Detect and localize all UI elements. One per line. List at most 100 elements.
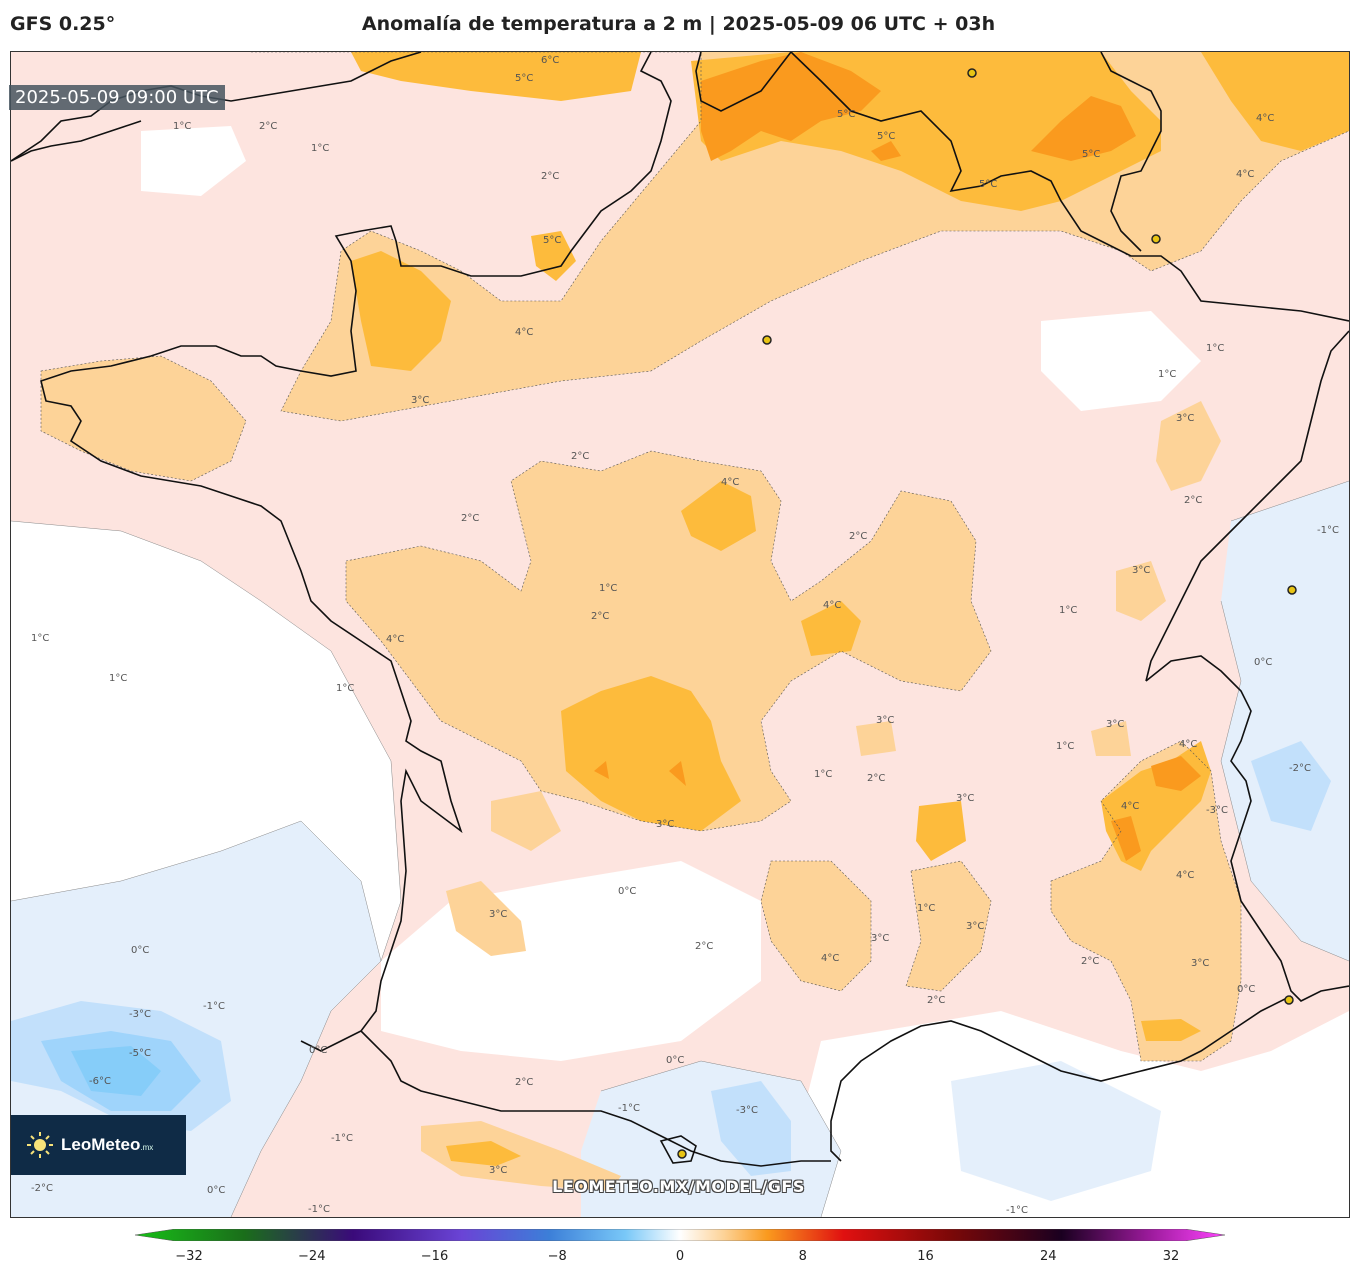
warm-zone-gironde: [446, 881, 526, 956]
model-name: GFS 0.25°: [10, 13, 116, 35]
contour-label: 2°C: [591, 611, 609, 622]
colorbar-tick-label: 32: [1162, 1249, 1180, 1264]
contour-label: 4°C: [386, 634, 404, 645]
contour-label: 4°C: [721, 477, 739, 488]
contour-label: 4°C: [1256, 113, 1274, 124]
contour-label: 1°C: [109, 673, 127, 684]
colorbar-tick-label: 24: [1039, 1249, 1057, 1264]
warm-zone-auvergne: [856, 721, 896, 756]
colorbar-gradient: [134, 1228, 1226, 1242]
contour-label: 5°C: [979, 179, 997, 190]
contour-label: 3°C: [1176, 413, 1194, 424]
contour-label: 0°C: [309, 1045, 327, 1056]
colorbar-tick-label: 16: [917, 1249, 934, 1264]
contour-label: -3°C: [1206, 805, 1228, 816]
contour-label: 2°C: [259, 121, 277, 132]
contour-label: 1°C: [1206, 343, 1224, 354]
warm-zone-rhone: [1051, 741, 1241, 1061]
contour-label: -5°C: [129, 1048, 151, 1059]
contour-label: 0°C: [1254, 657, 1272, 668]
slight-cold-zone-southeast: [951, 1061, 1161, 1201]
warmer-zone-limousin: [561, 676, 741, 831]
contour-label: 3°C: [489, 909, 507, 920]
contour-label: 2°C: [571, 451, 589, 462]
contour-label: 4°C: [1236, 169, 1254, 180]
contour-label: 2°C: [1081, 956, 1099, 967]
contour-label: 5°C: [515, 73, 533, 84]
slight-cold-zone-pyrenees: [581, 1061, 841, 1217]
contour-label: 4°C: [1179, 739, 1197, 750]
contour-label: -1°C: [331, 1133, 353, 1144]
contour-label: 3°C: [411, 395, 429, 406]
warm-zone-massif: [761, 861, 871, 991]
warmer-zone-pyrenees: [446, 1141, 521, 1166]
contour-label: 2°C: [1184, 495, 1202, 506]
contour-label: 3°C: [876, 715, 894, 726]
contour-label: 2°C: [927, 995, 945, 1006]
contour-label: 0°C: [1237, 984, 1255, 995]
city-marker: [677, 1149, 687, 1159]
colorbar-tick-label: −32: [175, 1249, 203, 1264]
warmer-zone-normandy: [351, 251, 451, 371]
warm-zone-east: [1156, 401, 1221, 491]
valid-time-badge: 2025-05-09 09:00 UTC: [9, 85, 225, 110]
border-alps: [1145, 655, 1349, 1002]
contour-label: -2°C: [31, 1183, 53, 1194]
neutral-zone-northwest: [141, 126, 246, 196]
colorbar-tick-label: −8: [547, 1249, 567, 1264]
sun-icon: [27, 1132, 53, 1158]
contour-label: 1°C: [1059, 605, 1077, 616]
contour-label: 1°C: [336, 683, 354, 694]
cold-zone-pyrenees: [711, 1081, 791, 1176]
warm-zone-brittany: [41, 356, 246, 481]
contour-label: 1°C: [917, 903, 935, 914]
warm-zone-cevennes: [906, 861, 991, 991]
contour-label: -6°C: [89, 1076, 111, 1087]
contour-label: -3°C: [736, 1105, 758, 1116]
contour-label: 4°C: [515, 327, 533, 338]
colorbar-tick-label: −16: [420, 1249, 449, 1264]
city-markers: [677, 68, 1297, 1159]
warmer-zone-germany: [1201, 52, 1349, 151]
warmer-zone-loire: [801, 601, 861, 656]
contour-label: -3°C: [129, 1009, 151, 1020]
contour-label: 5°C: [837, 109, 855, 120]
contour-label: 0°C: [207, 1185, 225, 1196]
border-andorra: [659, 1135, 697, 1164]
warmer-zone-north: [351, 52, 641, 101]
contour-label: 2°C: [541, 171, 559, 182]
contour-label: -1°C: [1317, 525, 1339, 536]
contour-label: 3°C: [1106, 719, 1124, 730]
contour-labels: 6°C 5°C 5°C 5°C 5°C 5°C 5°C 4°C 4°C 4°C …: [31, 55, 1339, 1216]
contour-label: 1°C: [31, 633, 49, 644]
strong-warm-zone-north: [701, 52, 881, 161]
border-germany-north: [1100, 52, 1162, 252]
contour-label: 1°C: [814, 769, 832, 780]
warmer-zone-cevennes: [916, 801, 966, 861]
warm-zone-southwest: [491, 791, 561, 851]
contour-label: 1°C: [1158, 369, 1176, 380]
leometeo-logo[interactable]: LeoMeteo.mx: [11, 1115, 186, 1175]
contour-label: -1°C: [1006, 1205, 1028, 1216]
colorbar-tick-label: −24: [298, 1249, 326, 1264]
city-marker: [1284, 995, 1294, 1005]
warmer-zone-seine: [531, 231, 576, 281]
contour-label: 4°C: [1121, 801, 1139, 812]
contour-label: 1°C: [311, 143, 329, 154]
border-luxembourg-germany: [790, 52, 1349, 322]
border-belgium: [695, 52, 792, 112]
logo-text: LeoMeteo.mx: [61, 1135, 154, 1154]
contour-label: 5°C: [877, 131, 895, 142]
contour-label: -2°C: [1289, 763, 1311, 774]
neutral-zone-east: [1041, 311, 1201, 411]
contour-label: 3°C: [1132, 565, 1150, 576]
contour-label: 1°C: [1056, 741, 1074, 752]
contour-label: 2°C: [515, 1077, 533, 1088]
contour-label: 6°C: [541, 55, 559, 66]
map-canvas: 6°C 5°C 5°C 5°C 5°C 5°C 5°C 4°C 4°C 4°C …: [11, 52, 1349, 1217]
contour-label: 2°C: [695, 941, 713, 952]
temperature-anomaly-map[interactable]: 6°C 5°C 5°C 5°C 5°C 5°C 5°C 4°C 4°C 4°C …: [10, 51, 1350, 1218]
cold-zone-alps: [1251, 741, 1331, 831]
coastline-channel: [40, 52, 672, 1052]
coastline-uk-south: [11, 120, 142, 162]
